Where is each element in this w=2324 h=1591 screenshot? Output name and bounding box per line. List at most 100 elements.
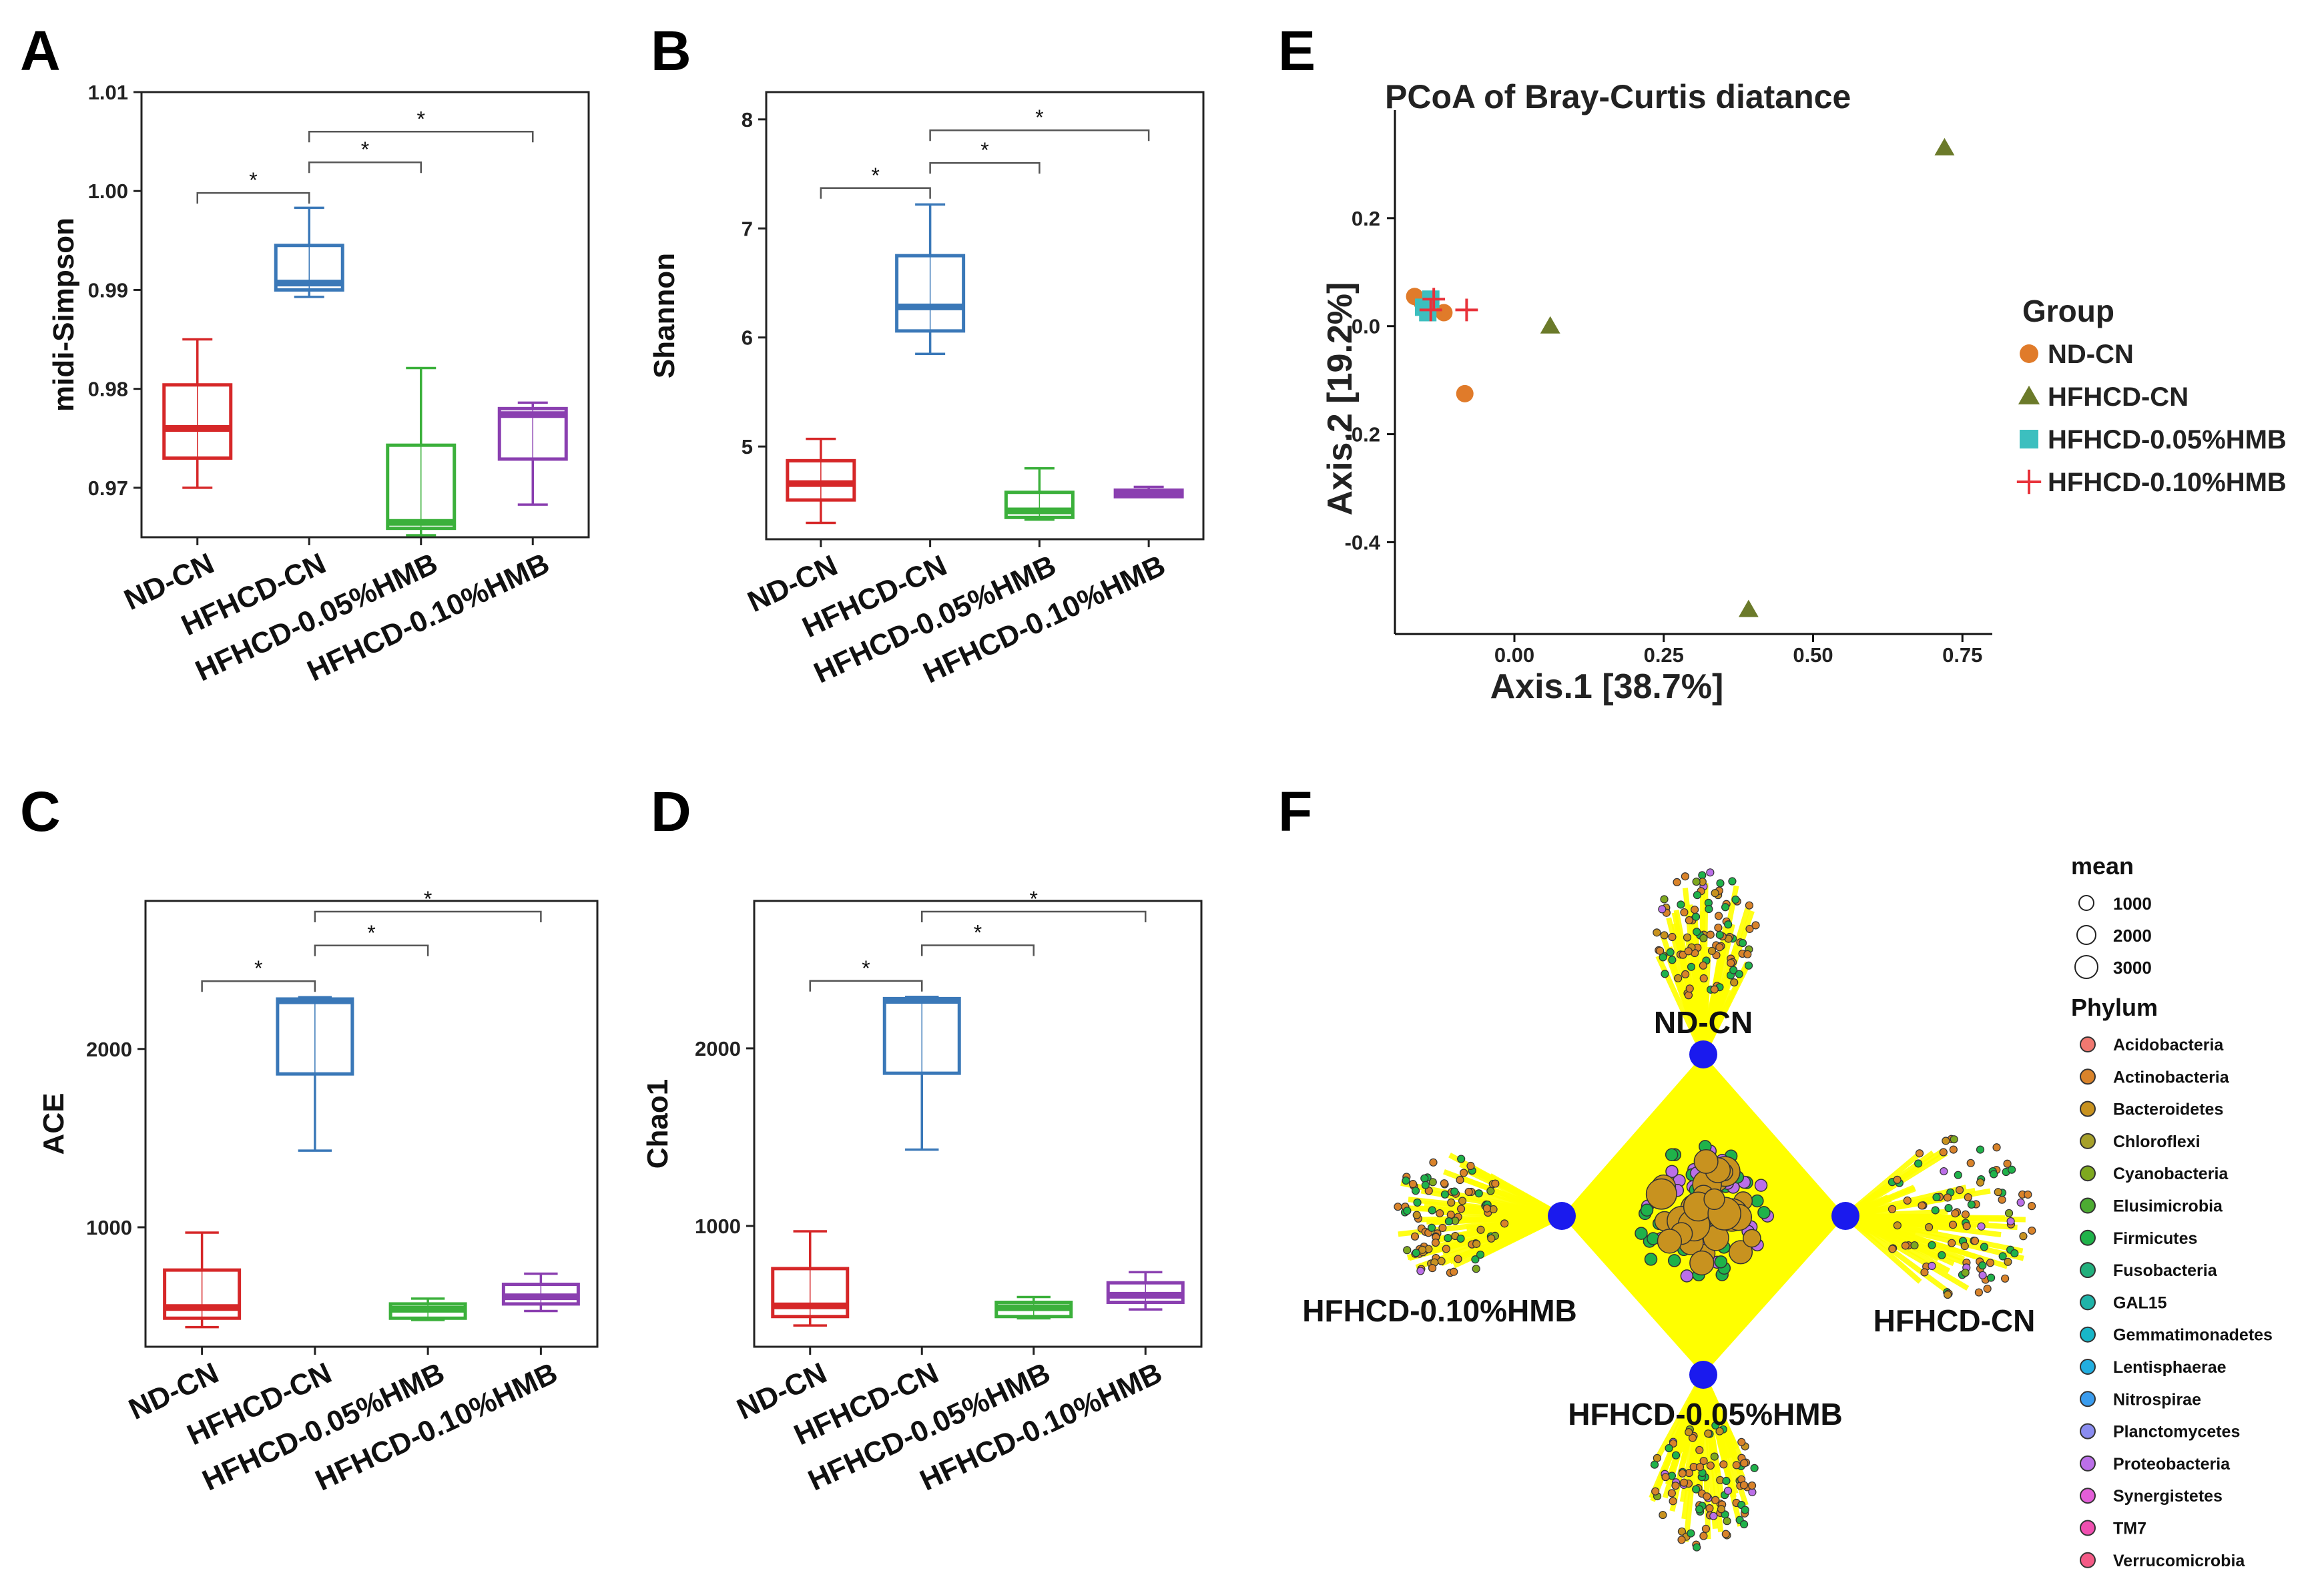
network-node xyxy=(2024,1190,2032,1199)
network-node xyxy=(2003,1159,2012,1168)
network-node xyxy=(1710,1452,1719,1461)
network-node xyxy=(1699,1532,1708,1540)
panel-b: B 5678ShannonND-CNHFHCD-CNHFHCD-0.05%HMB… xyxy=(648,19,1205,689)
network-edge xyxy=(1416,1213,1562,1223)
phylum-legend-dot xyxy=(2080,1391,2096,1407)
network-node xyxy=(1974,1288,1983,1297)
legend-label: HFHCD-0.05%HMB xyxy=(2048,425,2287,454)
hub-node-HFHCD-0.10%HMB xyxy=(1548,1202,1576,1230)
network-node xyxy=(1715,930,1724,940)
network-node-shared xyxy=(1644,1253,1658,1266)
size-legend-circle xyxy=(2078,895,2094,911)
significance-bracket xyxy=(314,944,429,956)
network-node xyxy=(1714,912,1723,920)
phylum-legend-label: TM7 xyxy=(2113,1520,2146,1538)
panel-letter-d: D xyxy=(651,780,691,843)
network-node xyxy=(1707,946,1717,955)
network-node xyxy=(1998,1252,2007,1261)
point-ND-CN xyxy=(1435,304,1453,322)
network-node xyxy=(1932,1193,1941,1202)
phylum-legend-dot xyxy=(2080,1359,2096,1375)
network-node xyxy=(1684,991,1693,1000)
network-node xyxy=(1980,1243,1989,1251)
significance-star: * xyxy=(424,887,432,911)
network-node xyxy=(1928,1261,1936,1270)
network-node xyxy=(1428,1223,1436,1232)
hub-label: HFHCD-0.05%HMB xyxy=(1568,1397,1842,1431)
panel-letter-f: F xyxy=(1278,780,1312,843)
network-edge xyxy=(1701,885,1739,1055)
x-axis-label: Axis.1 [38.7%] xyxy=(1490,667,1724,706)
significance-star: * xyxy=(367,921,375,945)
network-node xyxy=(1704,1429,1713,1438)
legend-marker-HFHCD-CN xyxy=(2018,385,2040,404)
network-node xyxy=(1699,1456,1708,1466)
network-node-shared xyxy=(1714,1255,1728,1269)
significance-star: * xyxy=(254,956,262,980)
network-node xyxy=(1944,1290,1952,1299)
network-node xyxy=(1474,1189,1483,1198)
network-node xyxy=(2004,1257,2012,1266)
network-node-shared xyxy=(1754,1179,1768,1192)
y-tick-label: 0.2 xyxy=(1352,207,1380,230)
network-node xyxy=(1699,934,1708,942)
network-node xyxy=(1723,1486,1733,1495)
network-node xyxy=(1724,920,1733,929)
network-node xyxy=(1692,878,1701,886)
size-legend-circle xyxy=(2074,955,2098,979)
phylum-legend-label: Fusobacteria xyxy=(2113,1261,2218,1280)
significance-bracket xyxy=(196,192,310,204)
network-node xyxy=(1673,878,1681,887)
phylum-legend-label: Verrucomicrobia xyxy=(2113,1552,2245,1570)
network-node xyxy=(1487,1234,1496,1243)
network-node xyxy=(1457,1205,1466,1213)
network-node xyxy=(1745,924,1754,934)
hub-label: HFHCD-0.10%HMB xyxy=(1302,1293,1576,1328)
network-node xyxy=(1431,1238,1440,1247)
network-node xyxy=(1740,1520,1749,1529)
y-tick-label: 1.00 xyxy=(88,180,128,203)
network-node xyxy=(1656,946,1665,955)
network-node xyxy=(1747,1481,1757,1490)
network-node xyxy=(1706,1461,1715,1470)
network-node xyxy=(1500,1219,1509,1228)
network-node xyxy=(1678,1469,1687,1478)
network-node xyxy=(1669,1497,1677,1506)
phylum-legend-dot xyxy=(2080,1455,2096,1472)
network-node-shared-large xyxy=(1645,1178,1677,1210)
phylum-legend-label: GAL15 xyxy=(2113,1293,2167,1312)
network-node xyxy=(1732,1461,1741,1470)
network-node xyxy=(1667,1489,1676,1498)
significance-star: * xyxy=(980,138,988,162)
network-node xyxy=(1410,1232,1420,1241)
network-edge xyxy=(1701,962,1751,1056)
network-node xyxy=(1920,1268,1929,1277)
phylum-legend-label: Cyanobacteria xyxy=(2113,1165,2229,1183)
phylum-legend-label: Acidobacteria xyxy=(2113,1036,2224,1054)
network-node xyxy=(1729,966,1738,974)
phylum-legend-dot xyxy=(2080,1262,2096,1279)
legend-marker-ND-CN xyxy=(2020,344,2038,363)
phylum-legend-dot xyxy=(2080,1133,2096,1149)
network-node xyxy=(1685,1427,1693,1437)
network-node xyxy=(1486,1187,1495,1195)
network-node xyxy=(1695,1505,1704,1514)
network-node xyxy=(1412,1211,1421,1219)
y-tick-label: -0.2 xyxy=(1345,423,1380,446)
pcoa-title: PCoA of Bray-Curtis diatance xyxy=(1385,78,1851,115)
phylum-legend-label: Firmicutes xyxy=(2113,1229,2197,1248)
phylum-legend-dot xyxy=(2080,1520,2096,1536)
network-node xyxy=(1717,1505,1726,1514)
x-tick-label: 0.00 xyxy=(1494,643,1534,667)
network-node xyxy=(1428,1264,1437,1273)
network-node xyxy=(1650,1460,1659,1469)
network-node xyxy=(1715,1427,1724,1436)
network-node xyxy=(1705,1504,1714,1513)
network-node xyxy=(1910,1241,1919,1250)
network-node xyxy=(1721,903,1730,912)
network-node-shared-large xyxy=(1728,1240,1753,1265)
network-edge xyxy=(1843,1213,1922,1284)
network-node xyxy=(1903,1196,1912,1205)
network-node xyxy=(1421,1181,1430,1189)
phylum-legend-dot xyxy=(2080,1229,2096,1246)
